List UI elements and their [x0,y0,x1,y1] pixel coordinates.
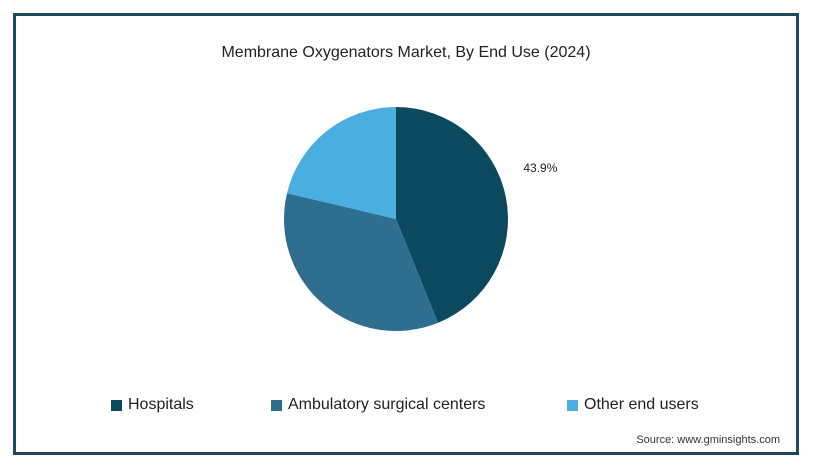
chart-title: Membrane Oxygenators Market, By End Use … [221,44,591,61]
legend-swatch-other [567,399,578,411]
legend-swatch-hospitals [111,399,122,411]
legend-label-other: Other end users [584,396,699,413]
chart-frame: Membrane Oxygenators Market, By End Use … [13,13,799,455]
pie-slice-ambulatory-surgical-centers [284,193,438,332]
legend: Hospitals Ambulatory surgical centers Ot… [16,396,802,420]
pie-slice-hospitals [396,107,509,323]
legend-item-other: Other end users [567,396,699,414]
legend-swatch-ambulatory [271,399,282,411]
legend-label-ambulatory: Ambulatory surgical centers [288,396,486,413]
legend-item-ambulatory: Ambulatory surgical centers [271,396,485,414]
legend-item-hospitals: Hospitals [111,396,194,414]
data-label-hospitals: 43.9% [523,161,557,175]
source-note: Source: www.gminsights.com [636,434,780,446]
pie-slice-other-end-users [287,107,396,219]
legend-label-hospitals: Hospitals [128,396,194,413]
pie-chart: 43.9% [284,107,558,332]
